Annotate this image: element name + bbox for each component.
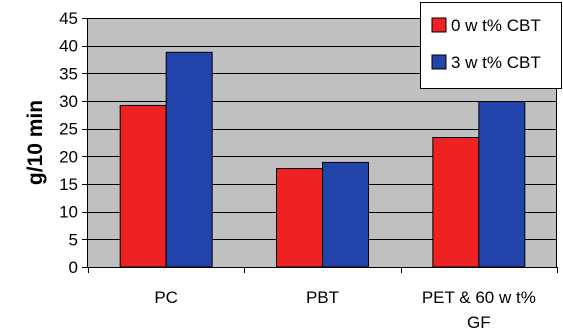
legend-label-1: 0 w t% CBT [451, 16, 541, 35]
x-tick-label-line: PBT [306, 288, 339, 307]
y-tick-label: 20 [59, 147, 78, 166]
y-tick-labels: 0 5 10 15 20 25 30 35 40 45 [59, 9, 78, 277]
x-tick-label: PC [154, 288, 178, 307]
y-tick-label: 45 [59, 9, 78, 28]
legend-swatch-2 [431, 54, 447, 70]
bar-2-series-1 [276, 168, 323, 268]
y-tick-label: 30 [59, 92, 78, 111]
y-axis-title: g/10 min [24, 100, 47, 185]
x-tick-label-line: GF [467, 313, 491, 332]
legend[interactable]: 0 w t% CBT 3 w t% CBT [420, 2, 562, 89]
y-tick-label: 5 [69, 230, 78, 249]
x-tick-label: PET & 60 w t% GF [422, 288, 536, 332]
bar-3-series-2 [478, 101, 526, 268]
y-tick-label: 10 [59, 203, 78, 222]
x-tick-label-line: PC [154, 288, 178, 307]
bar-2-series-2 [322, 161, 369, 268]
axes [82, 18, 558, 273]
x-tick-labels: PC PBT PET & 60 w t% GF [154, 288, 535, 332]
legend-box [420, 2, 562, 89]
bar-1-series-2 [165, 51, 213, 268]
y-tick-label: 35 [59, 64, 78, 83]
legend-swatch-1 [431, 17, 447, 33]
y-tick-label: 40 [59, 37, 78, 56]
bars [119, 51, 526, 268]
bar-3-series-1 [432, 137, 480, 268]
bar-1-series-1 [119, 104, 167, 268]
legend-label-2: 3 w t% CBT [451, 53, 541, 72]
y-tick-label: 15 [59, 175, 78, 194]
y-tick-label: 25 [59, 120, 78, 139]
x-tick-label: PBT [306, 288, 339, 307]
x-tick-label-line: PET & 60 w t% [422, 288, 536, 307]
y-tick-label: 0 [69, 258, 78, 277]
